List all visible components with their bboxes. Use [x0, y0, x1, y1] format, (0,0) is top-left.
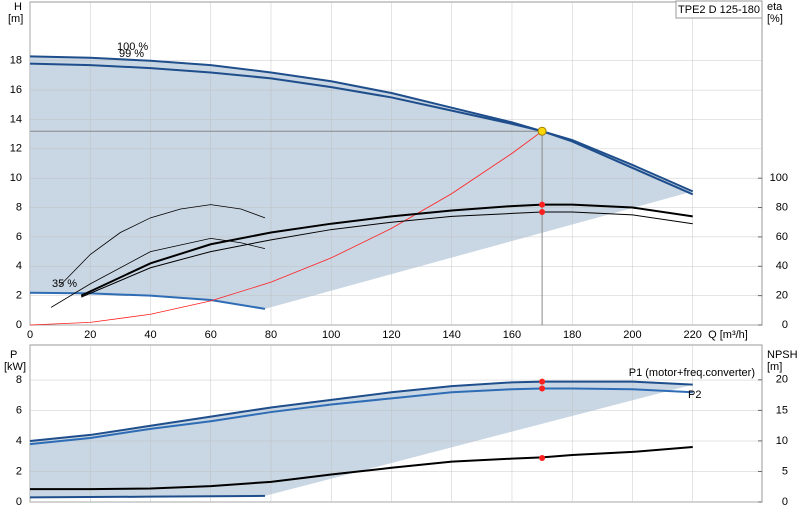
- y-tick-label: 12: [10, 143, 22, 155]
- curve: [29, 291, 266, 310]
- y-tick-label: 18: [10, 55, 22, 67]
- y-tick-label: 14: [10, 113, 22, 125]
- curve: [59, 204, 266, 286]
- y-tick-label: 8: [16, 201, 22, 213]
- curve: [80, 203, 693, 297]
- y-tick-label: 4: [16, 435, 22, 447]
- curve: [29, 55, 694, 193]
- y-label: [kW]: [4, 361, 26, 373]
- y-tick-label: 0: [16, 496, 22, 508]
- y-tick-label: 16: [10, 84, 22, 96]
- curve: [29, 494, 265, 499]
- y-tick-label: 4: [16, 260, 22, 272]
- x-tick-label: 180: [563, 329, 581, 341]
- curve: [29, 130, 543, 326]
- y2-label: [%]: [767, 13, 783, 25]
- y2-tick-label: 80: [776, 201, 788, 213]
- y2-tick-label: 60: [776, 231, 788, 243]
- y2-tick-label: 20: [776, 290, 788, 302]
- curve: [29, 62, 694, 196]
- series-label: 100 %: [117, 41, 148, 53]
- y-tick-label: 6: [16, 404, 22, 416]
- curve: [29, 387, 693, 446]
- y2-tick-label: 5: [782, 465, 788, 477]
- point: [539, 378, 546, 385]
- y2-tick-label: 100: [770, 172, 788, 184]
- y-label: H: [14, 1, 22, 13]
- x-tick-label: 120: [382, 329, 400, 341]
- x-tick-label: 0: [27, 329, 33, 341]
- y-tick-label: 2: [16, 290, 22, 302]
- x-label: Q [m³/h]: [708, 329, 748, 341]
- x-tick-label: 20: [84, 329, 96, 341]
- y2-tick-label: 10: [776, 435, 788, 447]
- series-label: P1 (motor+freq.converter): [629, 367, 755, 379]
- curve: [50, 237, 266, 308]
- point: [539, 201, 546, 208]
- y-tick-label: 0: [16, 319, 22, 331]
- curve: [30, 446, 693, 491]
- series-label: 35 %: [52, 278, 77, 290]
- point: [539, 208, 546, 215]
- x-tick-label: 160: [503, 329, 521, 341]
- x-tick-label: 220: [684, 329, 702, 341]
- x-tick-label: 60: [205, 329, 217, 341]
- chart-title: TPE2 D 125-180: [678, 4, 760, 16]
- y2-tick-label: 15: [776, 404, 788, 416]
- y-label: [m]: [8, 13, 23, 25]
- point: [539, 385, 546, 392]
- y2-label: NPSH: [767, 349, 798, 361]
- y-label: P: [10, 349, 17, 361]
- x-tick-label: 140: [443, 329, 461, 341]
- point: [539, 455, 546, 462]
- y2-label: [m]: [767, 361, 782, 373]
- y-tick-label: 6: [16, 231, 22, 243]
- x-tick-label: 100: [322, 329, 340, 341]
- x-tick-label: 40: [144, 329, 156, 341]
- x-tick-label: 200: [623, 329, 641, 341]
- y2-label: eta: [767, 1, 783, 13]
- y-tick-label: 10: [10, 172, 22, 184]
- duty-point: [537, 126, 547, 136]
- y2-tick-label: 20: [776, 374, 788, 386]
- title-box: [675, 0, 763, 19]
- series-label: 99 %: [119, 48, 144, 60]
- y2-tick-label: 40: [776, 260, 788, 272]
- curve: [81, 211, 693, 298]
- series-label: P2: [688, 389, 701, 401]
- y-tick-label: 2: [16, 465, 22, 477]
- y2-tick-label: 0: [782, 319, 788, 331]
- y-tick-label: 8: [16, 374, 22, 386]
- curve: [29, 380, 693, 443]
- x-tick-label: 80: [265, 329, 277, 341]
- y2-tick-label: 0: [782, 496, 788, 508]
